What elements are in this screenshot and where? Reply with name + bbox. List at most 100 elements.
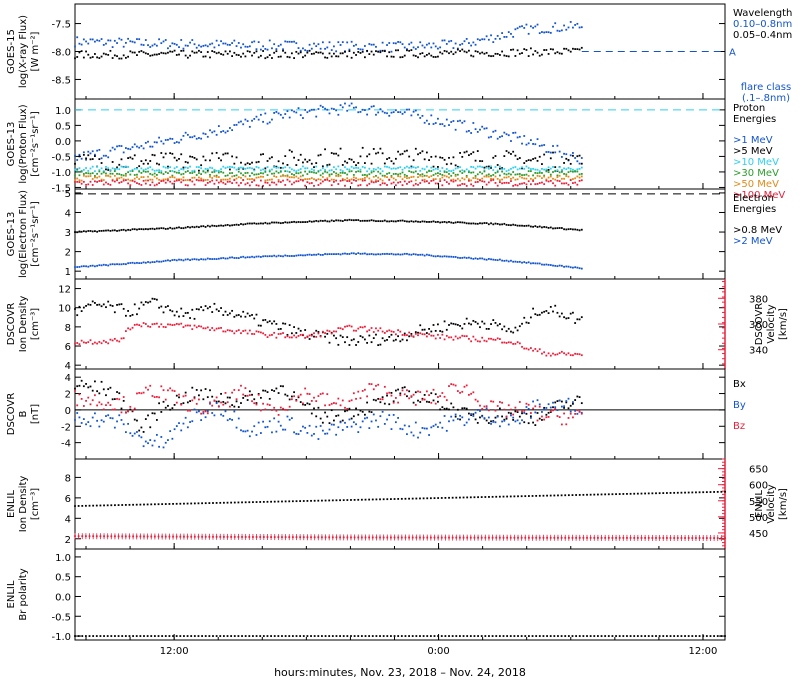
data-point xyxy=(469,496,472,499)
data-point xyxy=(337,154,340,157)
data-point xyxy=(248,394,251,396)
data-point xyxy=(472,177,475,179)
data-point xyxy=(257,330,260,333)
data-point xyxy=(476,181,479,183)
data-point xyxy=(448,324,450,326)
data-point xyxy=(230,635,233,637)
data-point xyxy=(419,221,422,223)
data-point xyxy=(87,175,90,178)
data-point xyxy=(164,39,167,41)
data-point xyxy=(461,177,464,180)
data-point xyxy=(366,253,369,256)
data-point xyxy=(529,183,532,186)
data-point xyxy=(76,404,79,407)
data-point xyxy=(246,178,249,181)
data-point xyxy=(370,179,373,182)
data-point xyxy=(465,51,468,54)
data-point xyxy=(470,44,473,47)
data-point xyxy=(184,391,187,394)
data-point xyxy=(543,183,546,186)
data-point xyxy=(235,177,238,180)
data-point xyxy=(492,258,495,261)
data-point xyxy=(111,161,114,163)
data-point xyxy=(375,399,377,402)
data-point xyxy=(215,151,218,154)
data-point xyxy=(346,336,349,339)
data-point xyxy=(507,169,510,172)
data-point xyxy=(514,224,517,227)
data-point xyxy=(567,171,570,174)
data-point xyxy=(248,390,251,393)
data-point xyxy=(437,174,439,177)
data-point xyxy=(476,421,479,424)
data-point xyxy=(564,494,567,497)
data-point xyxy=(360,635,363,637)
data-point xyxy=(419,253,422,256)
data-point xyxy=(485,35,488,38)
data-point xyxy=(513,635,516,637)
data-point xyxy=(213,46,216,49)
data-point xyxy=(501,401,504,404)
data-point xyxy=(151,168,154,171)
data-point xyxy=(541,226,543,229)
data-point xyxy=(412,220,415,223)
data-point xyxy=(313,108,315,111)
data-point xyxy=(558,352,561,354)
data-point xyxy=(284,174,287,177)
data-point xyxy=(295,172,298,175)
data-point xyxy=(330,107,333,110)
data-point xyxy=(341,178,344,180)
data-point xyxy=(282,407,284,410)
data-point xyxy=(541,352,543,355)
data-point xyxy=(406,252,408,255)
data-point xyxy=(268,54,271,56)
data-point xyxy=(140,145,143,147)
data-point xyxy=(255,403,258,406)
data-point xyxy=(147,53,149,55)
data-point xyxy=(455,635,458,637)
data-point xyxy=(406,334,408,336)
data-point xyxy=(173,428,176,431)
data-point xyxy=(328,341,331,344)
data-point xyxy=(392,167,395,170)
data-point xyxy=(558,174,561,177)
data-point xyxy=(401,219,404,222)
data-point xyxy=(153,228,156,231)
data-point xyxy=(461,256,464,259)
data-point xyxy=(178,178,180,181)
data-point xyxy=(560,182,563,185)
data-point xyxy=(237,314,240,316)
data-point xyxy=(184,54,187,57)
data-point xyxy=(109,169,112,171)
data-point xyxy=(496,405,499,407)
y-tick-label: 1.0 xyxy=(55,553,71,564)
data-point xyxy=(333,253,335,256)
data-point xyxy=(180,227,183,230)
data-point xyxy=(563,406,565,409)
data-point xyxy=(302,403,304,406)
data-point xyxy=(257,255,260,258)
data-point xyxy=(386,330,388,333)
data-point xyxy=(189,178,191,181)
data-point xyxy=(306,178,309,181)
data-point xyxy=(310,635,312,637)
data-point xyxy=(319,253,322,256)
data-point xyxy=(392,181,395,184)
data-point xyxy=(377,344,380,347)
data-point xyxy=(344,410,346,413)
data-point xyxy=(470,413,473,415)
data-point xyxy=(498,136,501,138)
data-point xyxy=(547,227,550,229)
data-point xyxy=(445,50,448,53)
data-point xyxy=(428,394,430,397)
data-point xyxy=(178,141,180,144)
data-point xyxy=(246,332,249,335)
data-point xyxy=(423,121,426,124)
data-point xyxy=(111,417,114,420)
data-point xyxy=(490,166,492,169)
data-point xyxy=(282,167,284,169)
data-point xyxy=(299,430,302,432)
data-point xyxy=(541,167,543,170)
data-point xyxy=(290,255,293,257)
